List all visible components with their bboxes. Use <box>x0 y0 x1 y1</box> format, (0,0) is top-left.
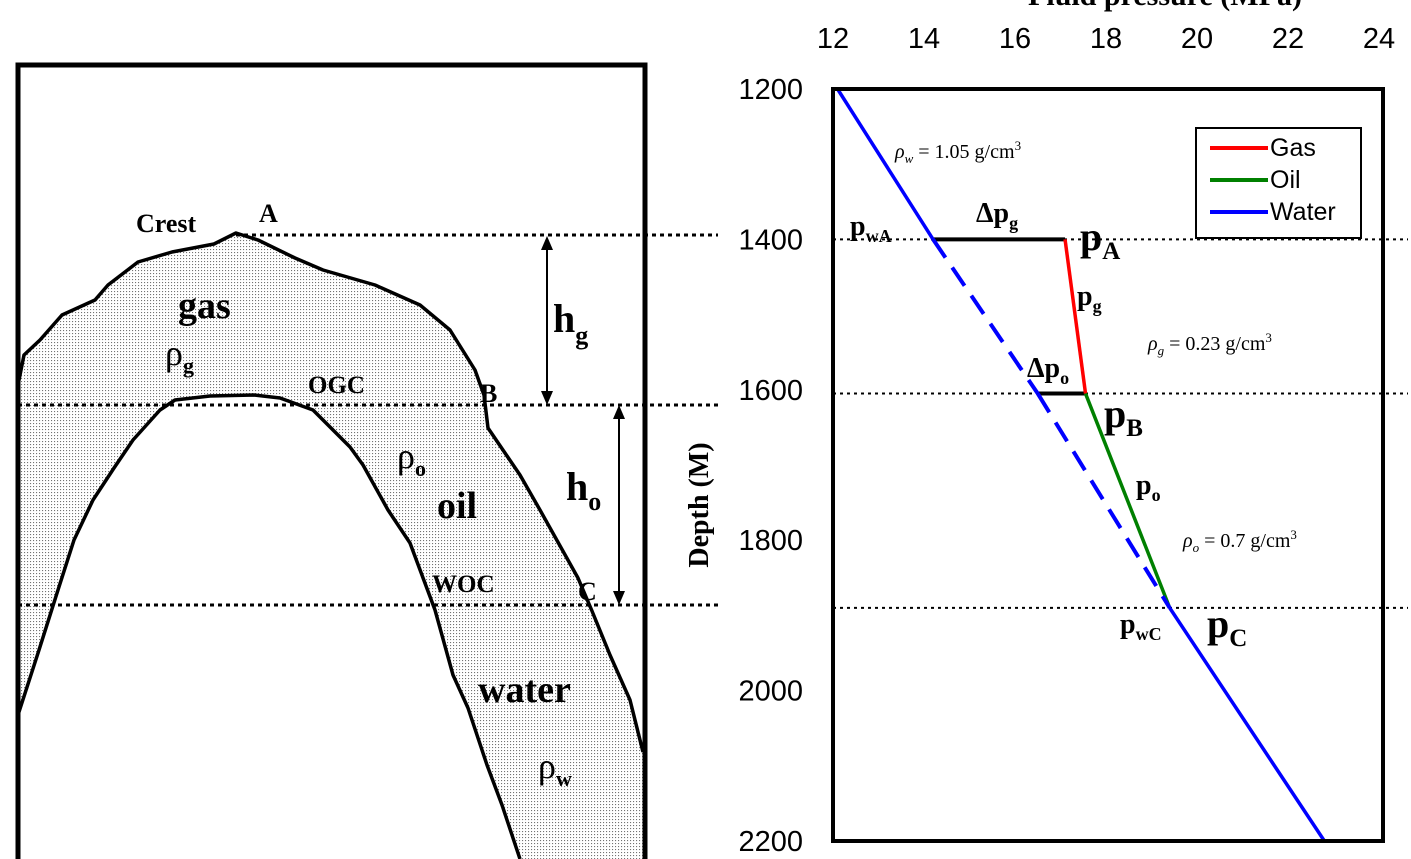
p-wc-label: pwC <box>1120 609 1162 644</box>
y-tick-label: 1800 <box>738 525 803 557</box>
woc-label: WOC <box>432 571 495 598</box>
hg-subscript: g <box>575 321 588 350</box>
hg-arrowhead-bottom <box>541 391 553 405</box>
reservoir-top-boundary <box>16 231 645 753</box>
ho-subscript: o <box>588 487 601 516</box>
y-tick-label: 1200 <box>738 74 803 106</box>
y-tick-label: 1600 <box>738 375 803 407</box>
legend-items: Gas Oil Water <box>1210 134 1336 226</box>
point-c-label: C <box>578 577 597 606</box>
rho-g-label: ρg <box>165 333 194 378</box>
rho-w-subscript: w <box>556 766 572 791</box>
series-line-water <box>1168 606 1326 842</box>
legend: Gas Oil Water <box>1195 127 1362 239</box>
rho-g-symbol: ρ <box>165 333 183 373</box>
delta-pg-label: Δpg <box>976 198 1018 233</box>
series-line-oil <box>1083 392 1172 609</box>
x-tick-label: 16 <box>999 23 1031 55</box>
rho-w-symbol: ρ <box>538 746 556 786</box>
left-panel-frame <box>15 62 648 859</box>
x-tick-labels: 12 14 16 18 20 22 24 <box>817 23 1395 55</box>
reference-depth-lines <box>833 238 1408 609</box>
x-tick-label: 20 <box>1181 23 1213 55</box>
hg-arrowhead-top <box>541 236 553 250</box>
legend-label-water: Water <box>1270 198 1336 226</box>
p-g-label: pg <box>1077 281 1102 316</box>
ho-arrowhead-bottom <box>613 591 625 605</box>
rho-w-annotation: ρw = 1.05 g/cm3 <box>894 138 1021 166</box>
rho-o-annotation: ρo = 0.7 g/cm3 <box>1182 527 1297 555</box>
oil-label: oil <box>437 485 477 527</box>
legend-label-oil: Oil <box>1270 166 1301 194</box>
p-b-label: pB <box>1104 391 1143 442</box>
series-line-water <box>836 88 935 241</box>
delta-po-label: Δpo <box>1027 353 1069 388</box>
x-tick-label: 22 <box>1272 23 1304 55</box>
rho-w-label: ρw <box>538 746 572 791</box>
rho-o-subscript: o <box>415 456 426 481</box>
point-a-label: A <box>259 199 278 228</box>
y-tick-label: 1400 <box>738 224 803 256</box>
y-axis-label: Depth (M) <box>684 442 715 567</box>
x-tick-label: 14 <box>908 23 940 55</box>
ho-main: h <box>566 464 588 509</box>
x-tick-label: 24 <box>1363 23 1395 55</box>
rho-g-annotation: ρg = 0.23 g/cm3 <box>1147 330 1272 358</box>
series-lines <box>836 88 1326 842</box>
rho-o-symbol: ρ <box>397 436 415 476</box>
water-label: water <box>478 669 571 711</box>
series-line-water <box>1036 392 1172 609</box>
x-tick-label: 12 <box>817 23 849 55</box>
p-c-label: pC <box>1207 601 1247 652</box>
ogc-label: OGC <box>308 372 365 399</box>
reservoir-base-boundary <box>16 393 522 859</box>
p-a-label: pA <box>1080 214 1120 265</box>
series-line-gas <box>1063 239 1088 394</box>
point-b-label: B <box>480 379 497 408</box>
rho-o-label: ρo <box>397 436 426 481</box>
series-line-water <box>931 238 1040 395</box>
x-tick-label: 18 <box>1090 23 1122 55</box>
rho-g-subscript: g <box>183 353 194 378</box>
reservoir-rock-stipple <box>18 233 643 859</box>
pressure-difference-markers <box>933 237 1086 396</box>
hg-main: h <box>553 296 575 341</box>
crest-label: Crest <box>136 209 197 238</box>
pressure-depth-chart: Fluid pressure (MPa) 12 14 16 18 20 22 24 1200… <box>684 0 1408 858</box>
p-wa-label: pwA <box>850 211 892 246</box>
legend-label-gas: Gas <box>1270 134 1316 162</box>
gas-label: gas <box>178 285 231 327</box>
hg-label: hg <box>553 296 588 350</box>
p-o-label: po <box>1136 470 1161 505</box>
plot-frame <box>831 87 1385 843</box>
reservoir-cross-section: Crest A gas ρg OGC B hg ρo oil ho WOC C … <box>15 62 718 859</box>
ho-label: ho <box>566 464 601 516</box>
chart-title: Fluid pressure (MPa) <box>1028 0 1302 12</box>
y-tick-labels: 1200 1400 1600 1800 2000 2200 <box>738 74 803 858</box>
y-tick-label: 2200 <box>738 826 803 858</box>
y-tick-label: 2000 <box>738 676 803 708</box>
ho-arrowhead-top <box>613 405 625 419</box>
